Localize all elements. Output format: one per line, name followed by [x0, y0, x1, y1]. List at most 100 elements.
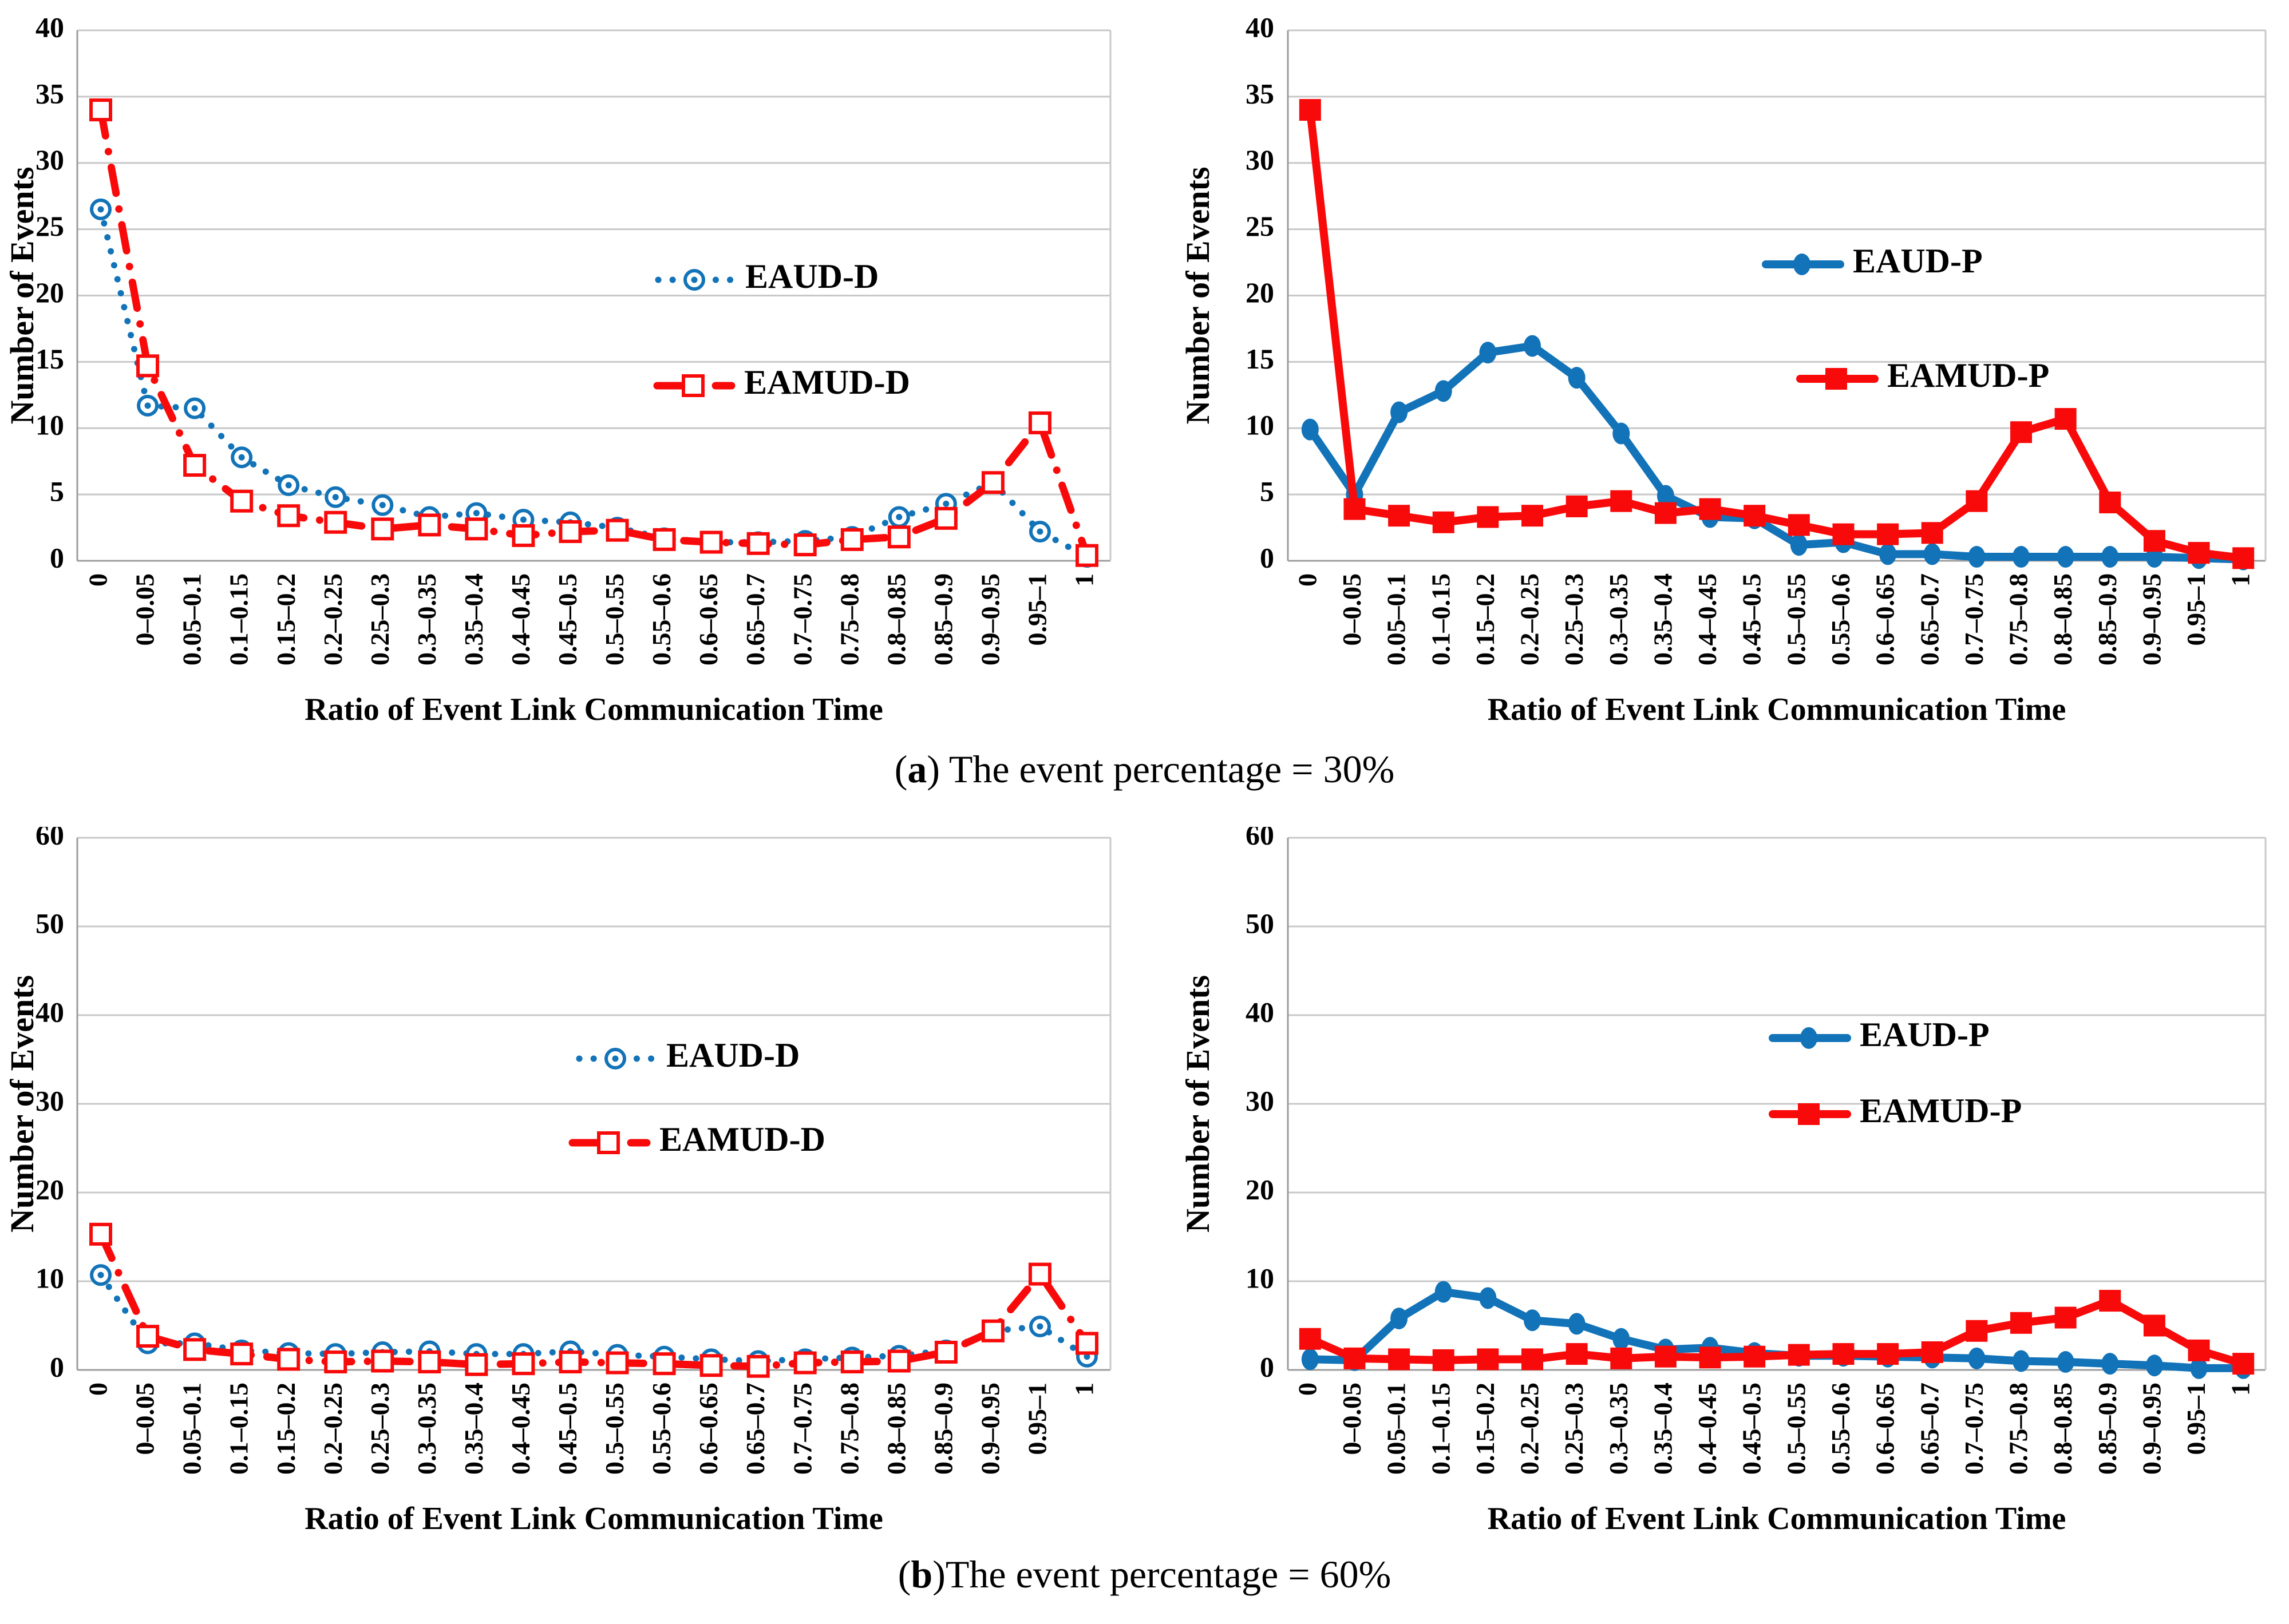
y-tick-label: 10 — [1246, 409, 1274, 441]
x-tick-label: 0.1–0.15 — [1426, 573, 1455, 666]
x-tick-label: 0.15–0.2 — [1470, 573, 1500, 666]
x-axis-title: Ratio of Event Link Communication Time — [1488, 1501, 2066, 1536]
open-square-marker — [324, 1350, 347, 1374]
filled-circle-marker — [2145, 1354, 2163, 1377]
filled-square-marker — [1343, 1347, 1366, 1369]
open-square-marker — [682, 374, 705, 397]
x-tick-label: 0.3–0.35 — [1604, 1383, 1633, 1475]
chart-event-60-probability: 0 10 20 30 40 50 60 0 0–0.05 0.05–0.1 0.1–0.15 0.15… — [1179, 827, 2267, 1536]
series-line-EAMUD-D — [97, 1230, 1091, 1371]
x-tick-label: 0.15–0.2 — [1470, 1383, 1500, 1475]
filled-square-marker — [1966, 490, 1988, 512]
caption-a-letter: a — [907, 747, 927, 791]
filled-circle-marker — [1479, 1287, 1497, 1309]
x-tick-label: 0.85–0.9 — [928, 573, 958, 666]
x-tick-label: 0.9–0.95 — [975, 1383, 1005, 1475]
x-tick-label: 0.35–0.4 — [1648, 573, 1677, 666]
filled-square-marker — [1565, 1343, 1588, 1365]
marker-center-dot — [1037, 1323, 1043, 1330]
open-square-marker — [465, 1353, 488, 1376]
legend-label-EAUD-D: EAUD-D — [666, 1036, 800, 1074]
chart-event-60-distance: 0 10 20 30 40 50 60 0 0–0.05 0.05–0.1 0.1–0.15 0.15… — [3, 827, 1112, 1536]
y-axis-title: Number of Events — [1179, 167, 1216, 424]
marker-center-dot — [1037, 528, 1043, 535]
y-tick-label: 40 — [1246, 11, 1274, 43]
filled-circle-marker — [2190, 1357, 2208, 1379]
x-tick-label: 0.2–0.25 — [1515, 1383, 1544, 1475]
open-square-marker — [559, 520, 582, 544]
x-tick-label: 0.65–0.7 — [741, 573, 770, 666]
x-tick-label: 0.55–0.6 — [1826, 1383, 1855, 1475]
x-tick-label: 0.45–0.5 — [1737, 1383, 1766, 1475]
open-square-marker — [418, 513, 441, 537]
filled-square-marker — [2099, 1290, 2121, 1312]
filled-square-marker — [1343, 498, 1366, 520]
filled-square-marker — [1477, 1348, 1499, 1371]
legend-label-EAUD-D: EAUD-D — [745, 258, 879, 295]
x-tick-label: 0.05–0.1 — [1382, 1383, 1411, 1475]
x-tick-label: 0.85–0.9 — [928, 1383, 958, 1475]
open-square-marker — [840, 1350, 864, 1374]
legend-entry-EAMUD-P: EAMUD-P — [1796, 357, 2049, 394]
x-tick-label: 0.3–0.35 — [412, 573, 441, 666]
filled-circle-marker — [2057, 1351, 2074, 1373]
filled-circle-marker — [1923, 543, 1941, 565]
x-tick-label: 1 — [1070, 573, 1099, 587]
filled-circle-marker — [1879, 543, 1897, 565]
open-square-marker — [89, 98, 113, 122]
x-axis-ticks: 0 0–0.05 0.05–0.1 0.1–0.15 0.15–0.2 0.2–0.25 0… — [84, 573, 1099, 666]
x-tick-label: 0.2–0.25 — [1515, 573, 1544, 666]
legend-label-EAMUD-P: EAMUD-P — [1887, 357, 2049, 394]
x-axis-ticks: 0 0–0.05 0.05–0.1 0.1–0.15 0.15–0.2 0.2–0.25 0… — [1292, 1383, 2255, 1475]
filled-square-marker — [2143, 1314, 2165, 1337]
open-square-marker — [887, 525, 911, 549]
y-tick-label: 40 — [1246, 996, 1274, 1028]
series-EAUD-P — [1301, 335, 2252, 571]
filled-circle-marker — [2057, 546, 2074, 568]
filled-circle-marker — [1568, 1313, 1586, 1335]
x-tick-label: 0.75–0.8 — [835, 573, 864, 666]
x-tick-label: 0.9–0.95 — [2137, 1383, 2166, 1475]
x-tick-label: 0.75–0.8 — [835, 1383, 864, 1475]
open-square-marker — [699, 530, 723, 554]
filled-square-marker — [2054, 408, 2077, 430]
filled-square-marker — [1832, 523, 1855, 545]
y-tick-label: 0 — [1260, 1350, 1274, 1383]
x-tick-label: 0.05–0.1 — [177, 573, 207, 666]
filled-square-marker — [1832, 1343, 1855, 1365]
open-square-marker — [746, 1354, 770, 1378]
x-tick-label: 0.3–0.35 — [1604, 573, 1633, 666]
marker-center-dot — [379, 502, 386, 509]
y-axis-ticks: 0 5 10 15 20 25 30 35 40 — [1246, 11, 1274, 573]
open-square-marker — [277, 504, 301, 528]
caption-a: (a) The event percentage = 30% — [0, 747, 2289, 792]
x-axis-ticks: 0 0–0.05 0.05–0.1 0.1–0.15 0.15–0.2 0.2–0.25 0… — [84, 1383, 1099, 1475]
gridlines — [1287, 29, 2267, 562]
x-tick-label: 0.6–0.65 — [694, 573, 723, 666]
x-tick-label: 0.25–0.3 — [365, 1383, 394, 1475]
x-tick-label: 0.65–0.7 — [741, 1383, 770, 1475]
series-EAMUD-D — [89, 1222, 1098, 1378]
y-tick-label: 60 — [35, 827, 64, 850]
open-square-marker — [324, 510, 347, 534]
filled-square-marker — [1825, 368, 1847, 390]
x-tick-label: 0.2–0.25 — [318, 573, 347, 666]
filled-square-marker — [1610, 1347, 1632, 1369]
x-tick-label: 1 — [2226, 573, 2255, 587]
marker-center-dot — [473, 510, 480, 517]
x-tick-label: 0–0.05 — [1337, 573, 1366, 646]
x-tick-label: 0.5–0.55 — [1781, 573, 1810, 666]
x-tick-label: 0–0.05 — [131, 573, 160, 646]
x-tick-label: 0.95–1 — [1022, 573, 1051, 646]
filled-square-marker — [1388, 1348, 1410, 1371]
y-axis-title: Number of Events — [3, 167, 41, 424]
y-tick-label: 20 — [35, 276, 64, 308]
series-line-EAMUD-P — [1306, 106, 2248, 563]
legend-entry-EAMUD-P: EAMUD-P — [1769, 1092, 2022, 1130]
legend-label-EAMUD-D: EAMUD-D — [659, 1120, 825, 1158]
legend-entry-EAUD-P: EAUD-P — [1769, 1016, 1990, 1053]
y-axis-title: Number of Events — [1179, 975, 1216, 1233]
x-tick-label: 0.8–0.85 — [881, 1383, 911, 1475]
filled-circle-marker — [2013, 546, 2030, 568]
marker-center-dot — [691, 276, 698, 283]
